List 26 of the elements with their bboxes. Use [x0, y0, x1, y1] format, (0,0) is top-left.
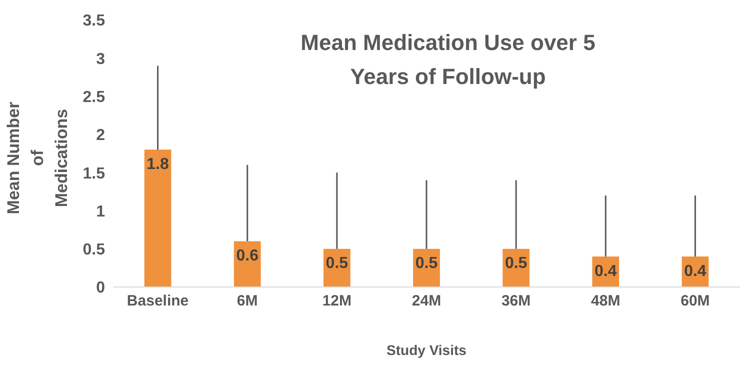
- y-tick-label: 1.5: [82, 165, 106, 182]
- data-label: 1.8: [146, 156, 170, 174]
- y-axis-title: Mean Number of Medications: [3, 102, 72, 214]
- y-tick-label: 0: [96, 280, 106, 297]
- y-tick-label: 1: [96, 203, 106, 220]
- x-tick-label: 36M: [501, 292, 531, 310]
- y-tick-label: 2: [96, 127, 106, 144]
- data-label: 0.4: [594, 262, 617, 280]
- x-axis-title: Study Visits: [386, 342, 468, 358]
- data-label: 0.5: [415, 255, 438, 272]
- bar: [144, 150, 172, 287]
- y-tick-label: 3.5: [82, 12, 106, 30]
- data-label: 0.4: [684, 262, 706, 280]
- y-tick-label: 3: [96, 50, 106, 68]
- data-label: 0.5: [326, 255, 348, 272]
- x-tick-label: Baseline: [126, 292, 189, 310]
- x-tick-label: 48M: [591, 292, 620, 310]
- data-label: 0.5: [504, 255, 528, 272]
- text: Mean Medication Use over 5 Years of Follow-up: [300, 29, 596, 91]
- x-tick-label: 12M: [322, 292, 352, 310]
- y-tick-label: 2.5: [82, 88, 106, 106]
- x-tick-label: 60M: [680, 292, 710, 310]
- y-tick-label: 0.5: [82, 242, 106, 259]
- x-tick-label: 24M: [412, 292, 442, 310]
- x-tick-label: 6M: [236, 292, 258, 310]
- data-label: 0.6: [236, 248, 259, 265]
